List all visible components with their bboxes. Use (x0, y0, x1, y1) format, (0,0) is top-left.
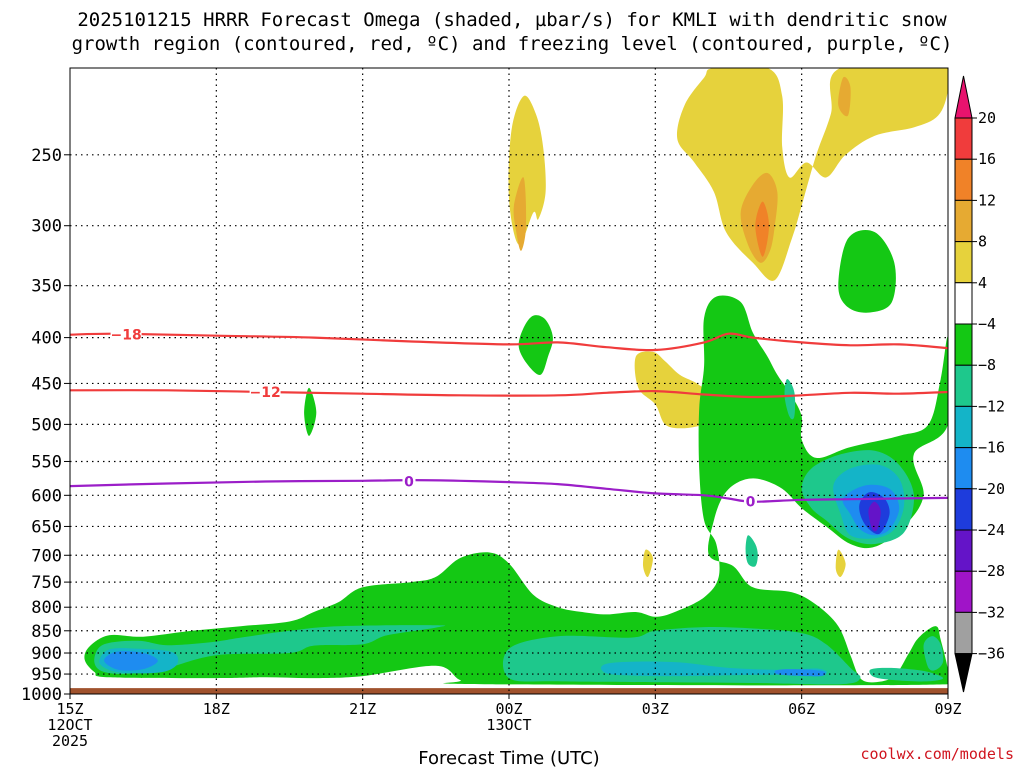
x-tick-label-0-1: 12OCT (47, 716, 92, 734)
y-tick-label-850: 850 (31, 622, 62, 642)
colorbar-label-5: −4 (978, 315, 996, 333)
colorbar-swatch-14 (954, 653, 973, 693)
y-tick-label-500: 500 (31, 415, 62, 435)
colorbar-swatch-10 (954, 488, 973, 531)
omega-region-21 (94, 625, 446, 675)
y-tick-label-950: 950 (31, 665, 62, 685)
colorbar-label-13: −36 (978, 645, 1005, 663)
y-tick-label-250: 250 (31, 146, 62, 166)
colorbar-label-6: −8 (978, 356, 996, 374)
x-tick-label-2-0: 21Z (349, 700, 376, 718)
omega-region-25 (104, 651, 158, 671)
freezing-level-label-2: 0 (746, 495, 756, 511)
dgz-contour-label-1: −12 (250, 385, 281, 401)
y-tick-label-1000: 1000 (21, 685, 62, 705)
colorbar-swatch-8 (954, 405, 973, 449)
dgz-contour-0 (70, 332, 948, 352)
y-tick-label-650: 650 (31, 517, 62, 537)
freezing-level-contour (70, 478, 948, 503)
x-tick-label-3-1: 13OCT (486, 716, 531, 734)
omega-region-26 (600, 661, 827, 677)
ground-surface (70, 688, 948, 694)
omega-region-18 (868, 501, 881, 532)
colorbar-label-12: −32 (978, 603, 1005, 621)
colorbar-swatch-2 (954, 158, 973, 201)
colorbar-swatch-11 (954, 529, 973, 572)
freezing-level-label-1: 0 (404, 474, 414, 490)
colorbar-label-0: 20 (978, 109, 996, 127)
y-tick-label-300: 300 (31, 217, 62, 237)
x-tick-label-4-0: 03Z (642, 700, 669, 718)
omega-region-28 (869, 667, 944, 682)
chart-title-line2: growth region (contoured, red, ºC) and f… (71, 33, 953, 55)
colorbar-label-10: −24 (978, 521, 1005, 539)
colorbar-swatch-7 (954, 364, 973, 407)
x-tick-label-5-0: 06Z (788, 700, 815, 718)
colorbar-label-7: −12 (978, 397, 1005, 415)
y-tick-label-700: 700 (31, 546, 62, 566)
omega-region-6 (634, 351, 715, 429)
x-axis-label: Forecast Time (UTC) (418, 748, 599, 768)
colorbar-swatch-3 (954, 199, 973, 243)
dgz-contour-label-1-bg (249, 383, 281, 400)
colorbar-swatch-6 (954, 323, 973, 366)
omega-region-4 (755, 201, 769, 257)
colorbar-swatch-13 (954, 611, 973, 655)
y-tick-label-800: 800 (31, 598, 62, 618)
omega-region-20 (784, 379, 796, 420)
y-tick-label-600: 600 (31, 486, 62, 506)
y-tick-label-550: 550 (31, 452, 62, 472)
colorbar-swatch-9 (954, 447, 973, 490)
y-tick-label-400: 400 (31, 329, 62, 349)
chart-title-line1: 2025101215 HRRR Forecast Omega (shaded, … (77, 9, 947, 31)
omega-region-23 (923, 636, 944, 671)
colorbar-label-1: 16 (978, 150, 996, 168)
omega-region-1 (513, 177, 527, 251)
omega-region-10 (838, 229, 896, 313)
y-tick-label-750: 750 (31, 573, 62, 593)
colorbar-swatch-4 (954, 241, 973, 284)
dgz-contour-label-0: −18 (110, 328, 141, 344)
x-tick-label-6-0: 09Z (934, 700, 961, 718)
omega-region-12 (518, 315, 553, 375)
colorbar-swatch-0 (954, 75, 973, 119)
colorbar-label-2: 12 (978, 191, 996, 209)
omega-region-9 (835, 549, 846, 578)
colorbar-label-8: −16 (978, 439, 1005, 457)
x-tick-label-0-0: 15Z (56, 700, 83, 718)
y-tick-label-450: 450 (31, 374, 62, 394)
freezing-level-label-1-bg (402, 473, 416, 490)
y-tick-label-350: 350 (31, 277, 62, 297)
omega-region-5 (838, 76, 851, 117)
colorbar-label-4: 4 (978, 274, 987, 292)
x-tick-label-1-0: 18Z (203, 700, 230, 718)
colorbar-label-3: 8 (978, 233, 987, 251)
x-tick-label-0-2: 2025 (52, 732, 88, 750)
colorbar-label-11: −28 (978, 562, 1005, 580)
source-credit[interactable]: coolwx.com/models (860, 745, 1014, 763)
colorbar-label-9: −20 (978, 480, 1005, 498)
y-tick-label-900: 900 (31, 644, 62, 664)
omega-region-8 (643, 549, 653, 578)
colorbar-swatch-5 (954, 282, 973, 325)
dgz-contour-label-0-bg (110, 326, 142, 343)
colorbar-swatch-1 (954, 117, 973, 160)
colorbar-swatch-12 (954, 570, 973, 613)
freezing-level-label-2-bg (743, 493, 757, 510)
omega-region-19 (745, 535, 758, 567)
x-tick-label-3-0: 00Z (495, 700, 522, 718)
omega-region-11 (84, 295, 948, 686)
